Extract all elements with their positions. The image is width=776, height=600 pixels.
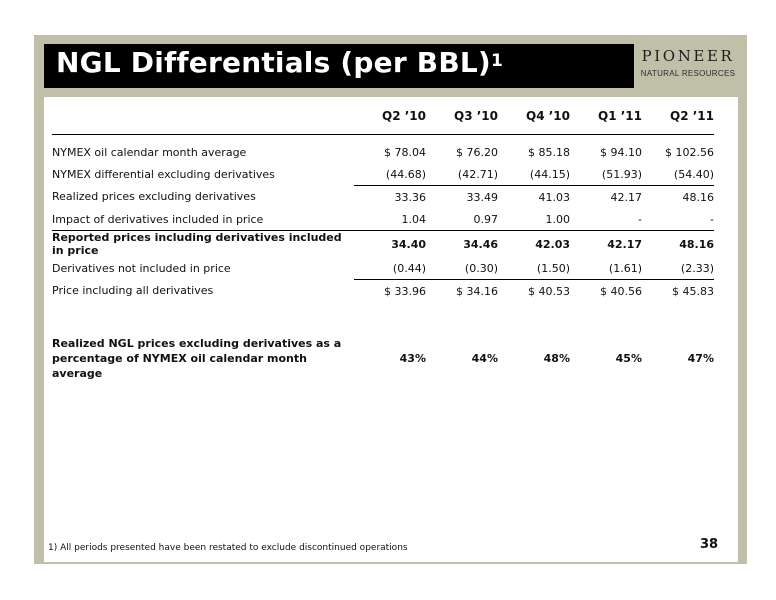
cell-value: (1.61): [570, 257, 642, 280]
cell-value: 45%: [615, 352, 642, 365]
cell-value: 33.49: [466, 190, 499, 204]
table-header-row: Q2 ’10 Q3 ’10 Q4 ’10 Q1 ’11 Q2 ’11: [52, 97, 714, 135]
col-header: Q1 ’11: [570, 97, 642, 135]
spacer-row: [52, 302, 714, 336]
pct-label-line1: Realized NGL prices excluding derivative…: [52, 337, 342, 350]
cell-value: (2.33): [642, 257, 714, 280]
table-row: NYMEX oil calendar month average $ 78.04…: [52, 141, 714, 163]
cell-value: 34.46: [463, 237, 498, 251]
cell-value: 1.04: [354, 208, 426, 231]
cell-value: 0.97: [426, 208, 498, 231]
cell-value: $ 102.56: [665, 145, 714, 159]
cell-value: 1.00: [498, 208, 570, 231]
col-header: Q3 ’10: [426, 97, 498, 135]
table-row: Reported prices including derivatives in…: [52, 231, 714, 257]
table-row: Impact of derivatives included in price …: [52, 208, 714, 231]
cell-value: $ 45.83: [672, 284, 714, 298]
header-blank: [52, 97, 354, 135]
table-row: Price including all derivatives $ 33.96 …: [52, 280, 714, 303]
cell-value: 34.40: [391, 237, 426, 251]
row-label: Reported prices including derivatives in…: [52, 231, 342, 257]
cell-value: 33.36: [394, 190, 427, 204]
row-label: Price including all derivatives: [52, 284, 214, 298]
ngl-differentials-table: Q2 ’10 Q3 ’10 Q4 ’10 Q1 ’11 Q2 ’11 NYMEX…: [52, 97, 714, 381]
cell-value: 42.17: [610, 190, 643, 204]
cell-value: 47%: [687, 352, 714, 365]
cell-value: 42.03: [535, 237, 570, 251]
cell-value: (42.71): [426, 163, 498, 186]
cell-value: $ 78.04: [384, 145, 426, 159]
title-bar: [44, 44, 634, 88]
col-header: Q2 ’10: [354, 97, 426, 135]
row-label: Derivatives not included in price: [52, 261, 231, 275]
cell-value: (0.44): [354, 257, 426, 280]
logo-name: PIONEER: [641, 47, 735, 65]
cell-value: 41.03: [538, 190, 571, 204]
pct-label-line2: percentage of NYMEX oil calendar month a…: [52, 352, 307, 380]
cell-value: 43%: [399, 352, 426, 365]
page-number: 38: [700, 537, 719, 552]
table-row: Realized prices excluding derivatives 33…: [52, 186, 714, 209]
row-label: Impact of derivatives included in price: [52, 208, 354, 231]
cell-value: 48%: [543, 352, 570, 365]
logo-subtitle: NATURAL RESOURCES: [640, 69, 736, 78]
col-header: Q4 ’10: [498, 97, 570, 135]
cell-value: $ 94.10: [600, 145, 642, 159]
cell-value: -: [642, 208, 714, 231]
cell-value: $ 33.96: [384, 284, 426, 298]
cell-value: 44%: [471, 352, 498, 365]
cell-value: (54.40): [642, 163, 714, 186]
table-row: Derivatives not included in price (0.44)…: [52, 257, 714, 280]
slide-title: NGL Differentials (per BBL)1: [56, 46, 503, 79]
cell-value: $ 76.20: [456, 145, 498, 159]
cell-value: 48.16: [679, 237, 714, 251]
slide-title-text: NGL Differentials (per BBL): [56, 46, 491, 79]
row-label: NYMEX oil calendar month average: [52, 145, 247, 159]
cell-value: 42.17: [607, 237, 642, 251]
content-panel: Q2 ’10 Q3 ’10 Q4 ’10 Q1 ’11 Q2 ’11 NYMEX…: [44, 97, 738, 562]
cell-value: -: [570, 208, 642, 231]
row-label: NYMEX differential excluding derivatives: [52, 167, 275, 181]
col-header: Q2 ’11: [642, 97, 714, 135]
cell-value: $ 85.18: [528, 145, 570, 159]
row-label: Realized prices excluding derivatives: [52, 190, 256, 204]
row-label: Realized NGL prices excluding derivative…: [52, 336, 354, 381]
cell-value: (44.15): [498, 163, 570, 186]
cell-value: $ 40.56: [600, 284, 642, 298]
cell-value: (1.50): [498, 257, 570, 280]
pioneer-logo: PIONEER NATURAL RESOURCES: [636, 47, 740, 85]
footnote: 1) All periods presented have been resta…: [48, 543, 408, 553]
cell-value: (51.93): [570, 163, 642, 186]
table-row: Realized NGL prices excluding derivative…: [52, 336, 714, 381]
table-row: NYMEX differential excluding derivatives…: [52, 163, 714, 186]
cell-value: (0.30): [426, 257, 498, 280]
title-footnote-marker: 1: [490, 51, 503, 71]
cell-value: (44.68): [354, 163, 426, 186]
cell-value: $ 34.16: [456, 284, 498, 298]
cell-value: 48.16: [682, 190, 715, 204]
cell-value: $ 40.53: [528, 284, 570, 298]
